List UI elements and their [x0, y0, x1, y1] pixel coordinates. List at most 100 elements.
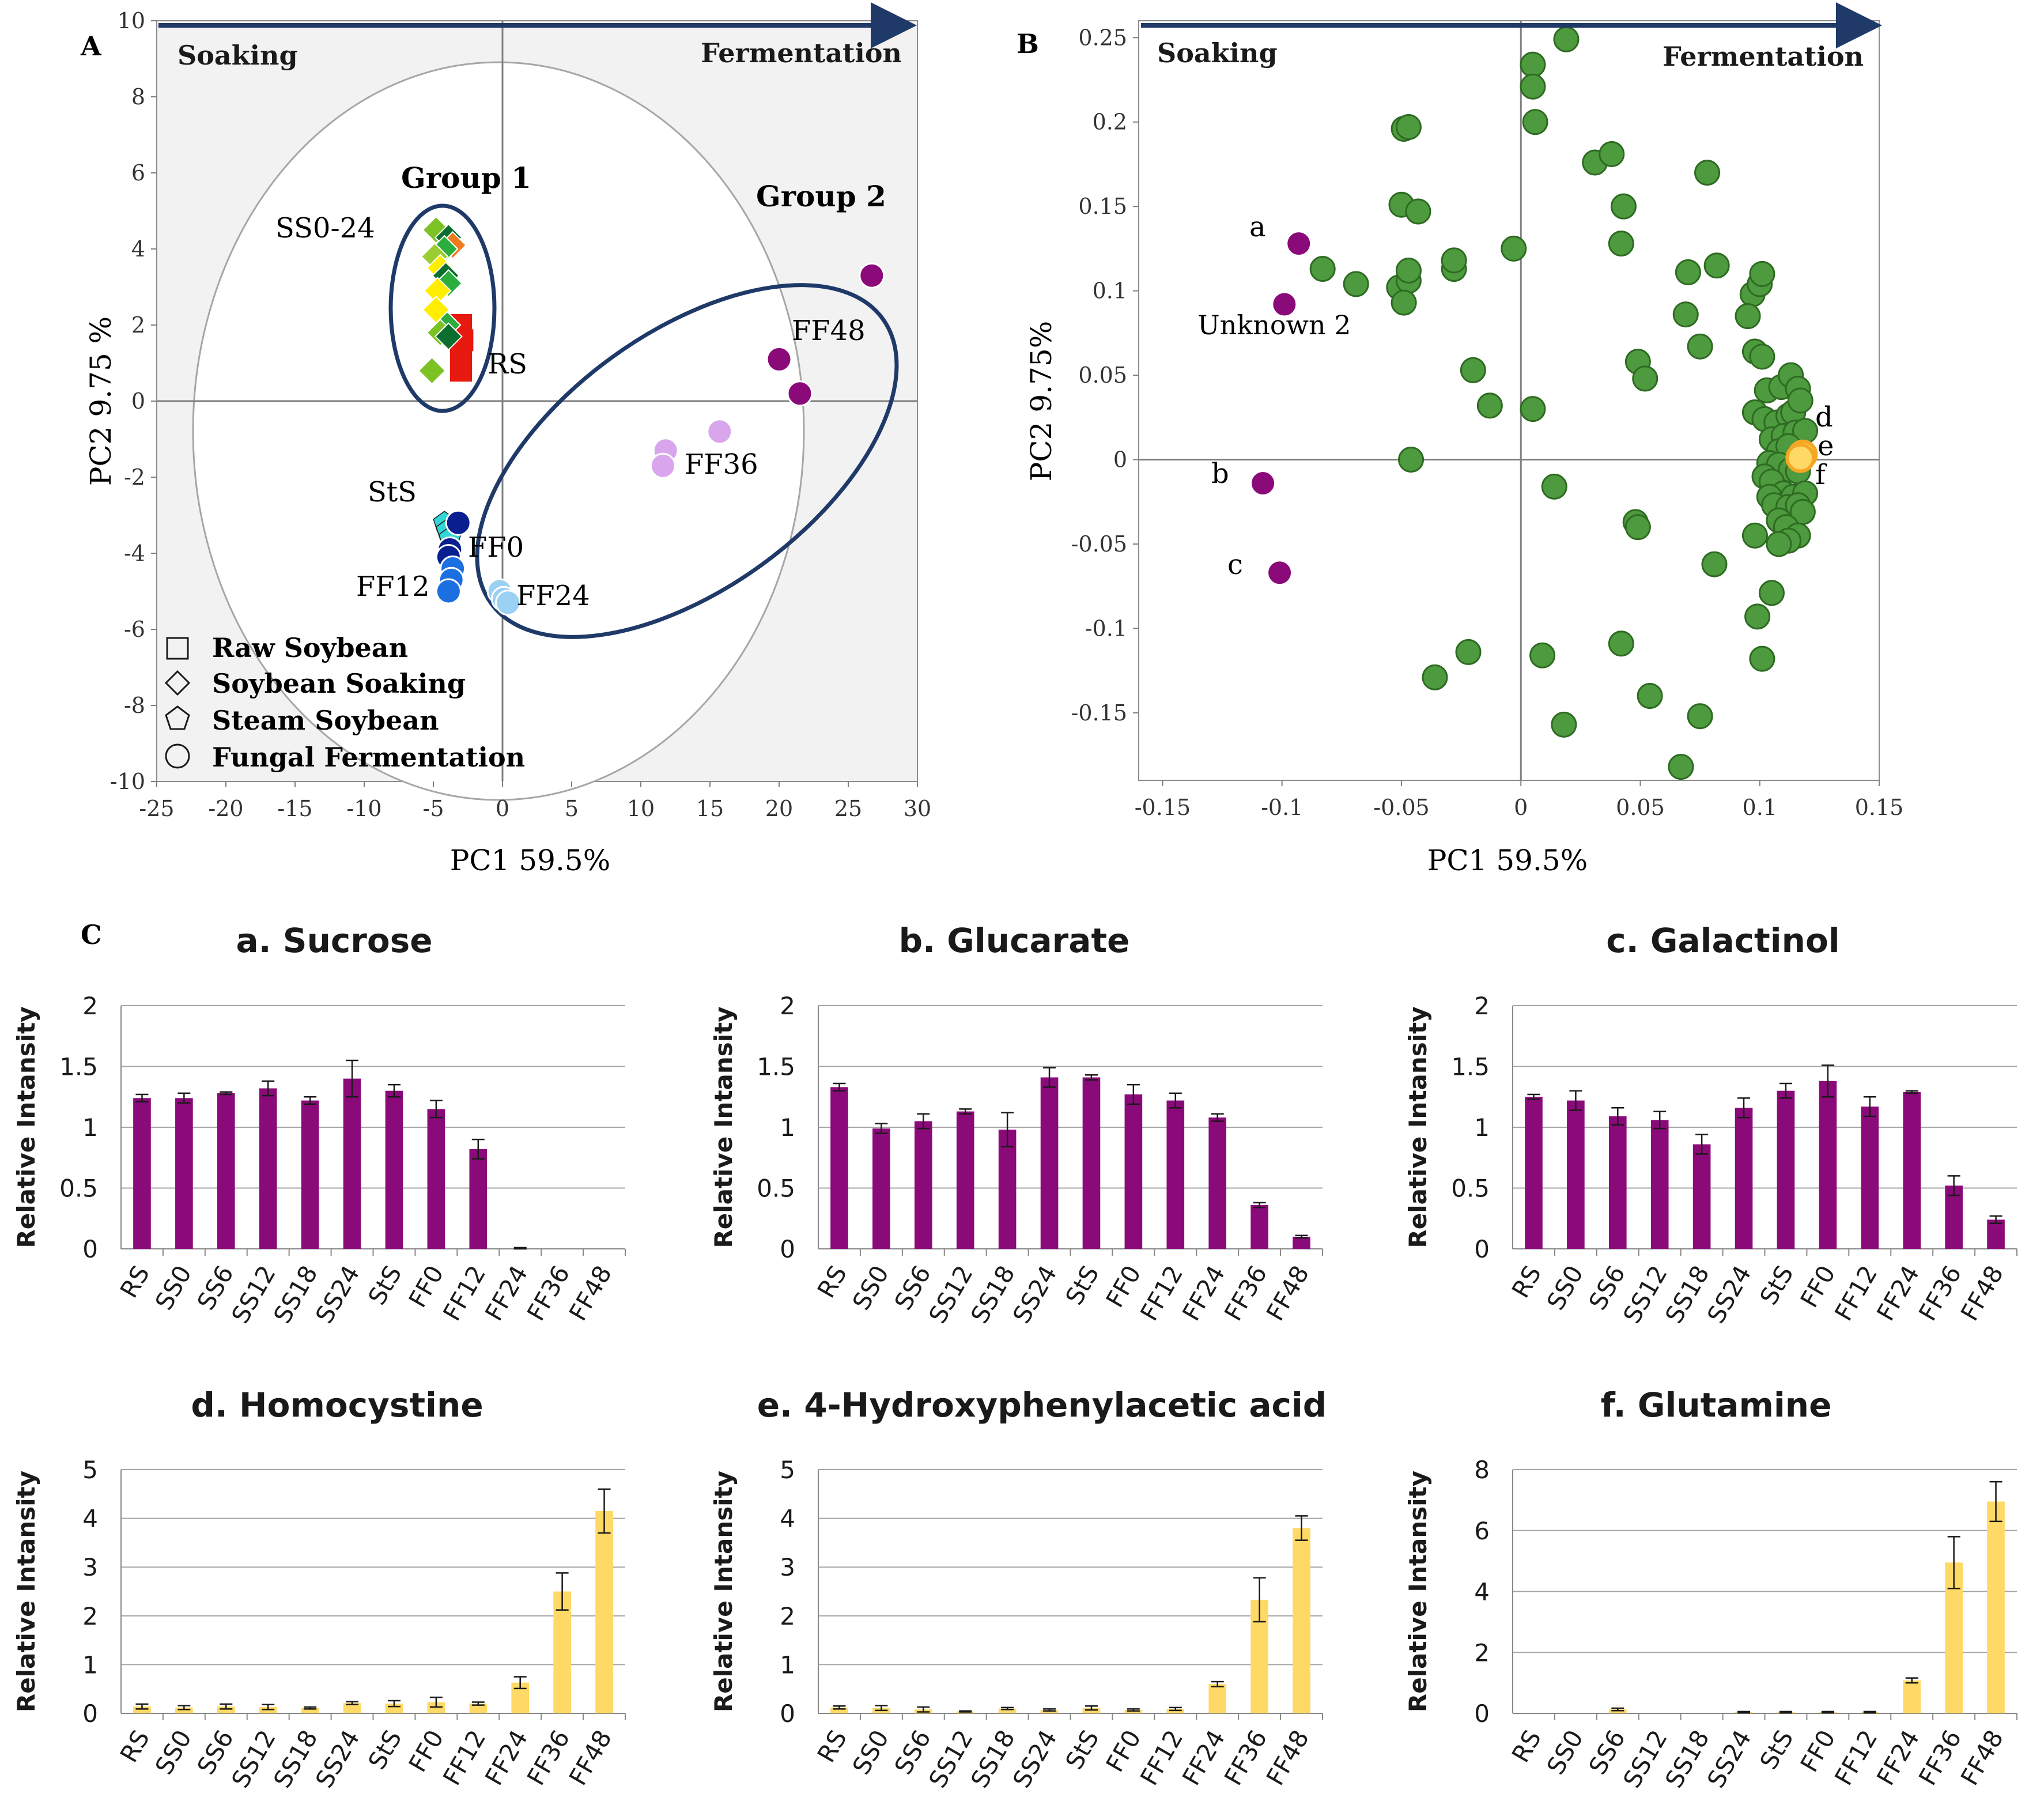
- panel-b-label: B: [1017, 28, 1039, 59]
- metabolite-point: [1520, 73, 1546, 100]
- x-tick-label: FF24: [479, 1261, 533, 1326]
- x-tick-label: FF36: [522, 1261, 575, 1326]
- y-axis-label: Relative Intansity: [1404, 1471, 1432, 1712]
- y-tick-label: 1: [780, 1113, 795, 1142]
- bar-chart-title: c. Galactinol: [1606, 921, 1839, 960]
- annotation-ff12: FF12: [356, 571, 430, 603]
- x-tick-label: 25: [834, 796, 862, 821]
- y-tick-label: 5: [780, 1456, 795, 1484]
- bar: [1692, 1144, 1711, 1249]
- x-tick-label: FF48: [1261, 1261, 1314, 1326]
- metabolite-point-decreasing: [1267, 560, 1293, 586]
- point-ff36: [649, 452, 676, 479]
- annotation-ff24: FF24: [516, 580, 590, 612]
- annotation-rs: RS: [488, 348, 527, 380]
- bar-chart-c: c. Galactinol 0 0.5 1 1.5 2 Relative Intansity…: [1404, 921, 2017, 1328]
- annotation-sts: StS: [368, 476, 417, 508]
- label-unknown-2: Unknown 2: [1197, 309, 1351, 341]
- metabolite-point: [1522, 109, 1548, 135]
- metabolite-point-increasing: [1785, 443, 1816, 473]
- bar: [1250, 1205, 1268, 1249]
- panel-b-arrow-right-label: Fermentation: [1663, 41, 1864, 72]
- x-tick-label: 5: [565, 796, 579, 821]
- metabolite-point: [1520, 51, 1546, 78]
- bar: [998, 1130, 1017, 1249]
- x-tick-label: SS18: [965, 1261, 1021, 1328]
- x-tick-label: SS0: [1541, 1725, 1589, 1780]
- metabolite-point: [1749, 645, 1775, 672]
- x-tick-label: SS18: [268, 1261, 323, 1328]
- metabolite-point: [1741, 522, 1768, 549]
- panel-b-axes: -0.15 -0.1 -0.05 0 0.05 0.1 0.15 -0.15 -0.1 -0.05…: [1071, 21, 1903, 820]
- x-tick-label: SS12: [1618, 1725, 1673, 1793]
- legend-pentagon-icon: [165, 705, 190, 730]
- y-tick-label: 0: [82, 1235, 98, 1263]
- y-tick-label: -2: [124, 465, 145, 490]
- x-tick-label: StS: [362, 1725, 407, 1774]
- bar: [595, 1511, 613, 1713]
- x-tick-label: SS12: [1618, 1261, 1673, 1328]
- y-tick-label: 4: [82, 1505, 98, 1533]
- x-tick-label: FF12: [437, 1725, 491, 1791]
- metabolite-point: [1787, 387, 1813, 414]
- metabolite-point: [1701, 551, 1728, 577]
- x-tick-label: -0.05: [1373, 795, 1429, 820]
- bar: [469, 1704, 488, 1713]
- x-tick-label: SS24: [310, 1261, 365, 1328]
- label-a: a: [1249, 211, 1266, 243]
- y-tick-label: 2: [780, 992, 795, 1020]
- metabolite-point: [1599, 141, 1625, 167]
- x-tick-label: FF48: [1955, 1725, 2009, 1791]
- y-tick-label: 2: [82, 1602, 98, 1630]
- metabolite-point: [1398, 447, 1425, 473]
- y-tick-label: 0: [1474, 1235, 1490, 1263]
- y-tick-label: 0: [1113, 447, 1127, 473]
- metabolite-point: [1766, 531, 1792, 557]
- x-tick-label: StS: [1754, 1725, 1799, 1774]
- y-tick-label: 2: [1474, 992, 1490, 1020]
- x-tick-label: SS24: [1007, 1725, 1063, 1793]
- legend-diamond-icon: [164, 670, 191, 696]
- bar-chart-f: f. Glutamine 0 2 4 6 8 Relative Intansity RSSS0…: [1404, 1385, 2017, 1792]
- bar: [301, 1100, 319, 1249]
- metabolite-point: [1541, 473, 1567, 500]
- x-tick-label: StS: [1060, 1261, 1104, 1310]
- y-tick-label: -6: [124, 617, 145, 642]
- x-tick-label: SS12: [226, 1725, 281, 1793]
- x-tick-label: FF24: [1177, 1261, 1230, 1326]
- bar-chart-title: d. Homocystine: [191, 1385, 483, 1425]
- y-tick-label: -10: [110, 769, 145, 794]
- bar: [1208, 1684, 1227, 1713]
- y-tick-label: 1: [780, 1651, 795, 1679]
- x-tick-label: SS0: [847, 1261, 894, 1315]
- x-tick-label: -10: [346, 796, 381, 821]
- panel-a-axes: -25 -20 -15 -10 -5 0 5 10 15 20 25 30-10-8-6-4-2024…: [110, 8, 931, 821]
- point-ff36: [706, 418, 733, 445]
- metabolite-point: [1551, 711, 1577, 738]
- panel-b-ylabel: PC2 9.75%: [1025, 321, 1058, 481]
- x-tick-label: FF48: [564, 1261, 617, 1326]
- legend-circle-icon: [165, 743, 190, 769]
- legend-fungal-fermentation: Fungal Fermentation: [212, 742, 525, 773]
- metabolite-point: [1749, 343, 1775, 370]
- bar: [175, 1098, 193, 1249]
- point-ff48: [787, 380, 813, 407]
- y-axis-label: Relative Intansity: [12, 1006, 40, 1248]
- bar: [427, 1109, 445, 1249]
- x-tick-label: FF24: [1871, 1725, 1925, 1791]
- x-tick-label: SS18: [268, 1725, 323, 1793]
- x-tick-label: -25: [139, 796, 174, 821]
- metabolite-point: [1608, 630, 1634, 657]
- bar: [259, 1088, 277, 1249]
- metabolite-point: [1749, 260, 1775, 287]
- x-tick-label: SS18: [965, 1725, 1021, 1793]
- bar: [175, 1707, 193, 1713]
- y-tick-label: 4: [131, 236, 145, 262]
- metabolite-point: [1529, 642, 1556, 669]
- metabolite-point: [1405, 198, 1431, 225]
- bar: [1124, 1094, 1143, 1249]
- panel-b-points: [1250, 26, 1818, 780]
- x-tick-label: SS24: [310, 1725, 365, 1793]
- point-ss: [434, 322, 463, 351]
